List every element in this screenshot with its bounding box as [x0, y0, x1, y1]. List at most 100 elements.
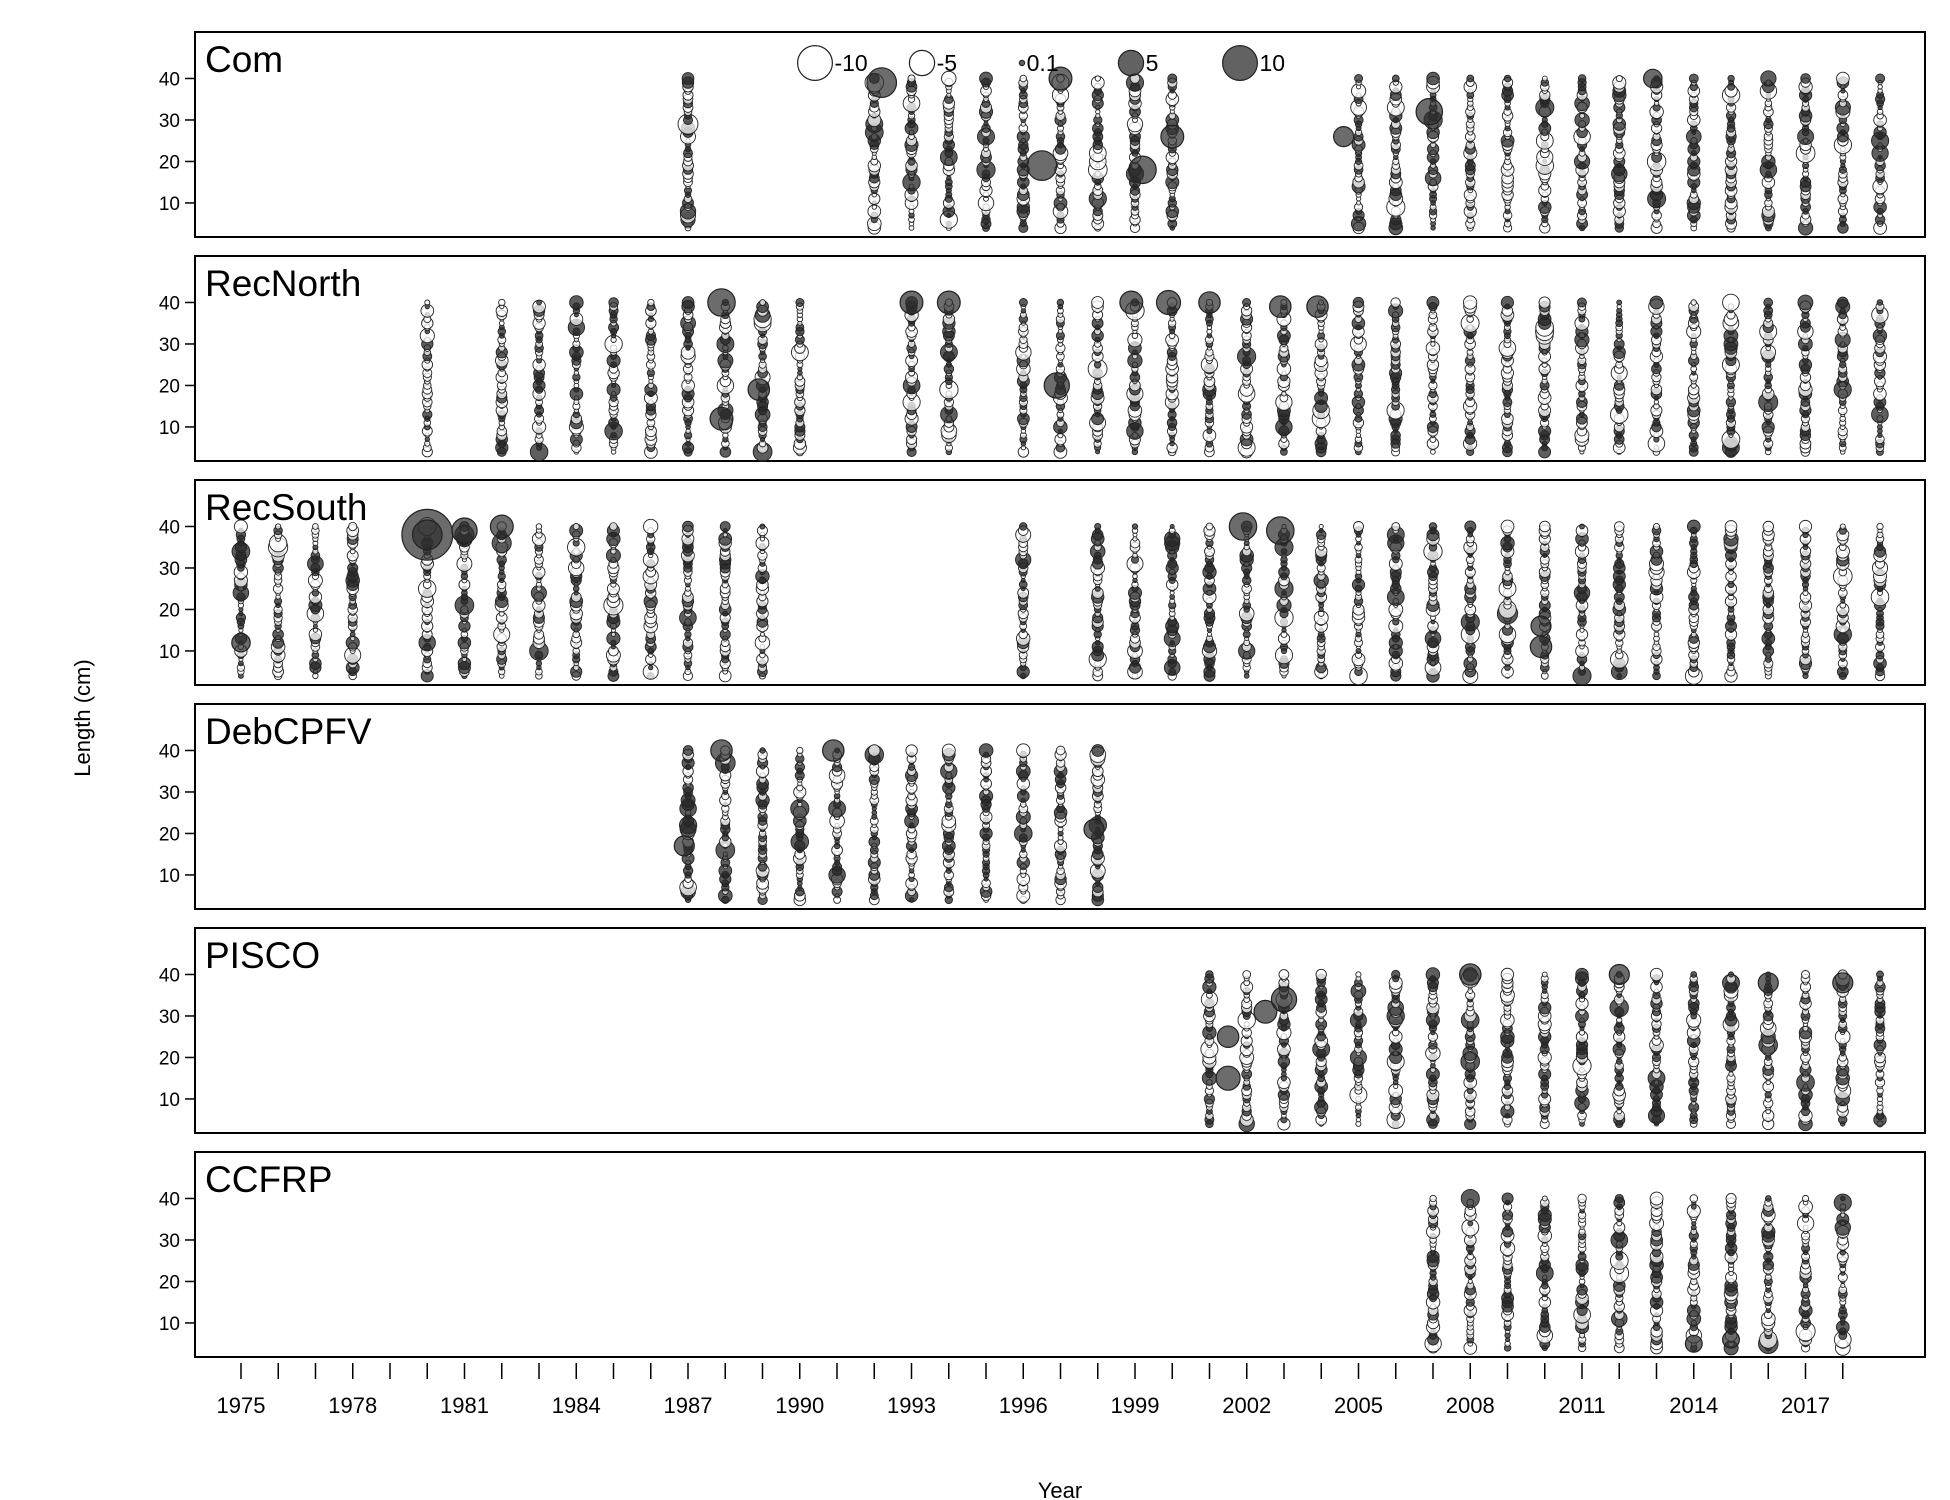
bubble-point: [907, 74, 916, 83]
bubble-point: [682, 745, 694, 756]
bubble-point: [1056, 298, 1065, 307]
bubble-point: [1132, 536, 1138, 542]
bubble-point: [1167, 73, 1178, 84]
y-tick-label: 20: [159, 152, 180, 173]
bubble-point: [1205, 970, 1214, 979]
bubble-point-large: [899, 290, 924, 315]
bubble-point: [1355, 971, 1362, 978]
bubble-columns: [231, 517, 1890, 686]
y-tick-label: 10: [159, 1090, 180, 1111]
y-tick-label: 30: [159, 559, 180, 580]
bubble-point: [1801, 970, 1810, 979]
bubble-point: [1055, 745, 1066, 756]
bubble-point-large: [1266, 516, 1295, 545]
bubble-point-large: [709, 406, 734, 431]
bubble-point: [1094, 522, 1102, 531]
bubble-point: [1577, 74, 1587, 83]
bubble-point: [1353, 521, 1364, 532]
bubble-point: [1462, 295, 1478, 310]
bubble-point: [1466, 74, 1475, 83]
panel-label: RecSouth: [205, 487, 368, 528]
bubble-point: [796, 746, 804, 755]
bubble-point: [536, 299, 543, 306]
bubble-point: [1839, 523, 1846, 530]
bubble-point: [1460, 1188, 1480, 1209]
y-tick-label: 40: [159, 69, 180, 90]
bubble-point: [1500, 519, 1515, 534]
bubble-point-large: [451, 517, 478, 544]
bubble-point-large: [1043, 372, 1071, 399]
bubble-point: [681, 296, 695, 309]
bubble-point-large: [1160, 124, 1185, 149]
y-tick-label: 20: [159, 600, 180, 621]
bubble-point: [1094, 75, 1101, 82]
bubble-point: [1652, 522, 1661, 531]
bubble-point: [1760, 70, 1777, 87]
panel-frame: [194, 255, 1926, 462]
bubble-point-large: [489, 514, 514, 539]
bubble-point: [1503, 74, 1512, 83]
bubble-point: [1425, 967, 1441, 982]
panel-frame: [194, 1151, 1926, 1358]
bubble-point: [1242, 970, 1252, 979]
panel-frame: [194, 31, 1926, 238]
bubble-point: [1798, 519, 1813, 534]
bubble-point: [1501, 1192, 1514, 1205]
bubble-point-large: [1083, 818, 1105, 840]
bubble-point: [424, 299, 431, 306]
bubble-point-large: [747, 378, 771, 401]
bubble-point: [1836, 296, 1849, 309]
y-tick-label: 40: [159, 1189, 180, 1210]
bubble-point: [1653, 399, 1659, 405]
bubble-point-large: [1415, 97, 1444, 126]
y-tick-label: 10: [159, 642, 180, 663]
bubble-columns: [1200, 967, 1887, 1133]
bubble-point: [946, 175, 952, 181]
bubble-point: [759, 631, 765, 637]
bubble-columns: [679, 743, 1108, 907]
bubble-point: [1797, 294, 1814, 311]
bubble-point: [1649, 295, 1664, 310]
bubble-point: [648, 664, 654, 671]
bubble-point: [1429, 1194, 1437, 1203]
bubble-point: [1430, 341, 1436, 347]
bubble-point: [1467, 1278, 1473, 1285]
bubble-point: [941, 70, 957, 87]
bubble-point: [1727, 971, 1735, 978]
bubble-point: [1091, 744, 1105, 757]
bubble-point: [1876, 970, 1884, 979]
bubble-point: [535, 523, 543, 530]
bubble-point: [1356, 200, 1362, 206]
bubble-point: [1876, 522, 1884, 531]
y-tick-label: 30: [159, 783, 180, 804]
bubble-point-large: [1643, 68, 1663, 89]
bubble-point-large: [1269, 295, 1292, 318]
bubble-point-large: [707, 288, 736, 317]
bubble-point: [1206, 631, 1213, 637]
panel-frame: [194, 927, 1926, 1134]
bubble-point: [1391, 74, 1400, 83]
bubble-point-large: [936, 290, 961, 315]
panel-label: DebCPFV: [205, 711, 372, 752]
bubble-point-large: [1459, 963, 1482, 986]
bubble-point: [1019, 74, 1028, 83]
y-tick-label: 40: [159, 741, 180, 762]
bubble-point: [1686, 519, 1701, 534]
bubble-point: [1242, 298, 1252, 308]
bubble-point: [1762, 520, 1775, 533]
bubble-point: [1875, 73, 1886, 84]
y-tick-label: 40: [159, 293, 180, 314]
bubble-point: [1016, 743, 1031, 758]
bubble-point: [1391, 522, 1401, 531]
bubble-point: [795, 298, 805, 308]
bubble-point: [759, 747, 766, 754]
bubble-point: [1724, 520, 1738, 533]
y-tick-label: 40: [159, 517, 180, 538]
bubble-point: [312, 627, 318, 633]
bubble-point-large: [1216, 1025, 1240, 1048]
